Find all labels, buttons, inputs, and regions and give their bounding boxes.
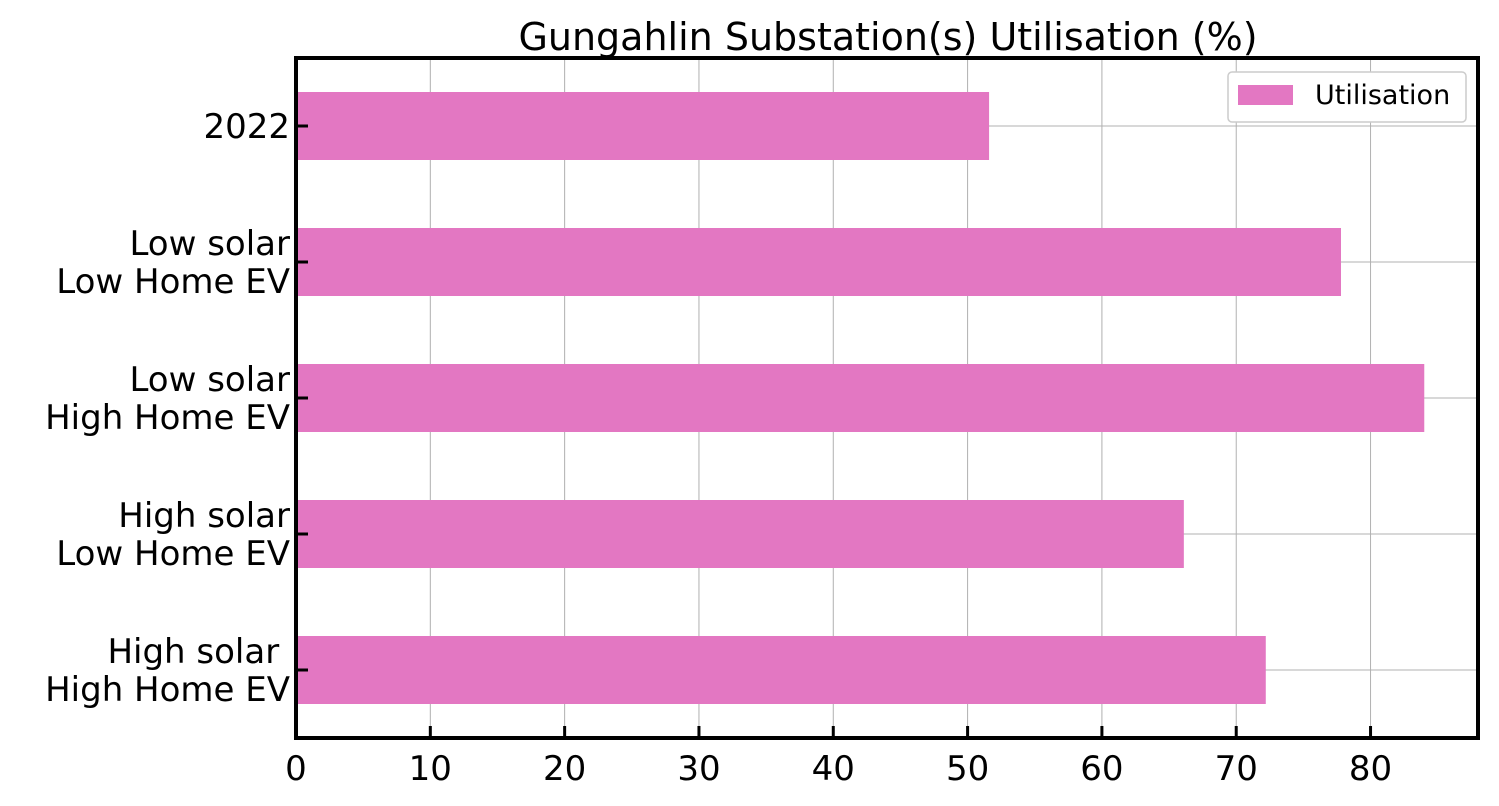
x-tick-label: 30	[677, 749, 720, 789]
legend-swatch	[1238, 85, 1293, 105]
bar	[296, 364, 1425, 432]
x-tick-label: 40	[812, 749, 855, 789]
x-tick-labels: 0 10 20 30 40 50 60 70 80	[285, 726, 1392, 789]
y-tick-label: Low solar Low Home EV	[56, 224, 290, 302]
y-tick-label: Low solar High Home EV	[45, 360, 290, 438]
bar	[296, 92, 990, 160]
x-tick-label: 0	[285, 749, 307, 789]
legend-box	[1227, 71, 1467, 123]
x-tick-label: 70	[1215, 749, 1258, 789]
plot-frame	[294, 56, 1480, 740]
x-tick-label: 50	[946, 749, 989, 789]
y-tick-label: 2022	[203, 107, 290, 147]
chart-title: Gungahlin Substation(s) Utilisation (%)	[518, 15, 1257, 59]
legend-label: Utilisation	[1315, 80, 1450, 111]
y-tick-label: High solar Low Home EV	[56, 496, 290, 574]
x-tick-label: 20	[543, 749, 586, 789]
bars	[296, 92, 1425, 704]
legend: Utilisation	[1227, 71, 1467, 123]
bar	[296, 636, 1266, 704]
y-tick-label: High solar High Home EV	[45, 632, 290, 710]
x-tick-label: 60	[1080, 749, 1123, 789]
x-tick-label: 10	[409, 749, 452, 789]
x-tick-label: 80	[1349, 749, 1392, 789]
bar	[296, 500, 1184, 568]
bar	[296, 228, 1341, 296]
y-tick-labels: 2022 Low solar Low Home EV Low solar High Ho…	[45, 107, 308, 710]
